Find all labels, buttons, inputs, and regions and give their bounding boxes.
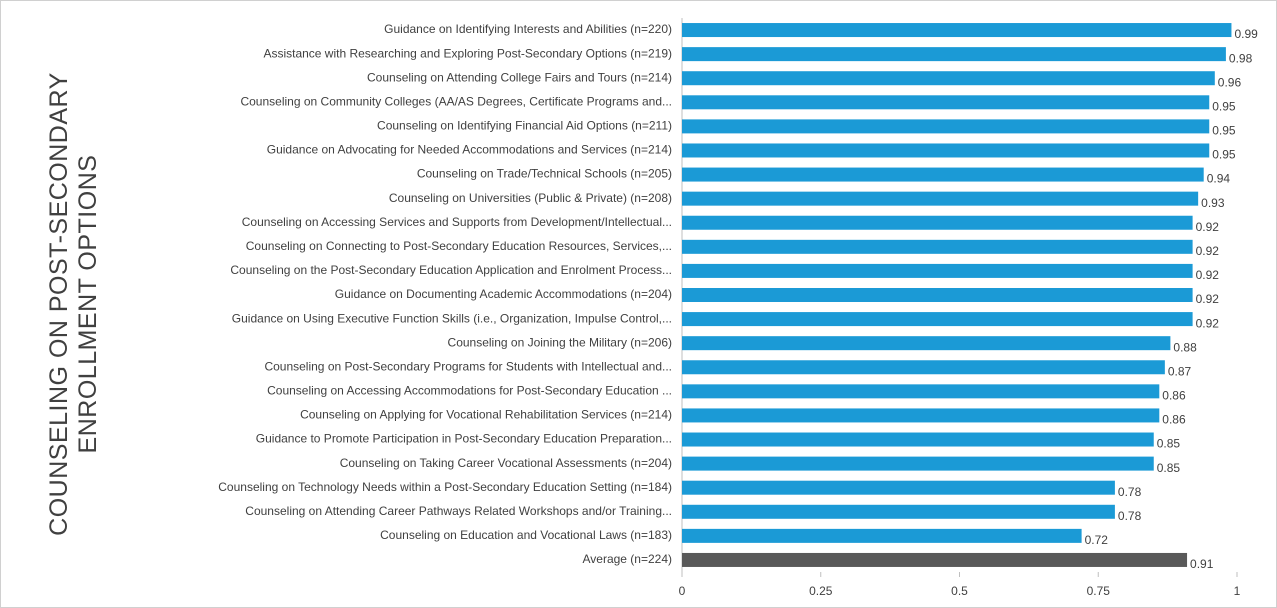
data-label: 0.99 — [1234, 27, 1258, 41]
y-tick-label: Guidance on Using Executive Function Ski… — [232, 311, 672, 325]
y-tick-label: Average (n=224) — [582, 552, 672, 566]
bar — [682, 95, 1210, 110]
data-label: 0.85 — [1157, 437, 1181, 451]
data-label: 0.85 — [1157, 461, 1181, 475]
y-tick-label: Counseling on Community Colleges (AA/AS … — [240, 94, 672, 108]
bar — [682, 263, 1193, 278]
y-tick-label: Assistance with Researching and Explorin… — [263, 46, 672, 60]
y-tick-label: Counseling on Accessing Accommodations f… — [267, 384, 672, 398]
bar — [682, 432, 1154, 447]
data-label: 0.88 — [1173, 340, 1197, 354]
y-tick-label: Counseling on Attending Career Pathways … — [245, 504, 672, 518]
bar — [682, 552, 1188, 567]
y-tick-label: Counseling on the Post-Secondary Educati… — [230, 263, 672, 277]
data-label: 0.86 — [1162, 413, 1186, 427]
y-tick-label: Counseling on Accessing Services and Sup… — [242, 215, 672, 229]
bar — [682, 336, 1171, 351]
y-tick-label: Counseling on Attending College Fairs an… — [367, 70, 672, 84]
bar — [682, 215, 1193, 230]
bar — [682, 408, 1160, 423]
y-tick-label: Guidance on Documenting Academic Accommo… — [335, 287, 672, 301]
y-tick-label: Counseling on Joining the Military (n=20… — [448, 335, 672, 349]
bar — [682, 47, 1226, 62]
y-tick-label: Counseling on Taking Career Vocational A… — [340, 456, 672, 470]
y-tick-label: Counseling on Identifying Financial Aid … — [377, 119, 672, 133]
bar — [682, 143, 1210, 158]
bar — [682, 191, 1199, 206]
y-tick-label: Guidance on Advocating for Needed Accomm… — [267, 143, 672, 157]
y-tick-label: Counseling on Technology Needs within a … — [218, 480, 672, 494]
y-tick-label: Guidance to Promote Participation in Pos… — [256, 432, 672, 446]
y-tick-label: Counseling on Education and Vocational L… — [380, 528, 672, 542]
data-label: 0.96 — [1218, 75, 1242, 89]
data-label: 0.86 — [1162, 389, 1186, 403]
data-label: 0.91 — [1190, 557, 1214, 571]
data-label: 0.72 — [1085, 533, 1109, 547]
y-tick-label: Counseling on Universities (Public & Pri… — [389, 191, 672, 205]
y-tick-label: Counseling on Trade/Technical Schools (n… — [417, 167, 672, 181]
data-label: 0.92 — [1196, 244, 1220, 258]
bar — [682, 167, 1204, 182]
x-tick-label: 0.5 — [951, 584, 968, 598]
bar — [682, 528, 1082, 543]
y-tick-label: Counseling on Applying for Vocational Re… — [300, 408, 672, 422]
data-label: 0.93 — [1201, 196, 1225, 210]
x-tick-label: 1 — [1234, 584, 1241, 598]
bar — [682, 288, 1193, 302]
data-label: 0.95 — [1212, 148, 1236, 162]
bar — [682, 119, 1210, 134]
bar — [682, 312, 1193, 327]
y-tick-label: Guidance on Identifying Interests and Ab… — [384, 22, 672, 36]
data-label: 0.95 — [1212, 99, 1236, 113]
bar — [682, 360, 1165, 375]
data-label: 0.98 — [1229, 51, 1253, 65]
data-label: 0.92 — [1196, 268, 1220, 282]
bar — [682, 384, 1160, 399]
bar — [682, 456, 1154, 471]
data-label: 0.87 — [1168, 364, 1192, 378]
y-tick-label: Counseling on Post-Secondary Programs fo… — [264, 359, 672, 373]
data-label: 0.78 — [1118, 485, 1142, 499]
bar — [682, 23, 1232, 38]
x-tick-label: 0.75 — [1087, 584, 1111, 598]
data-label: 0.92 — [1196, 316, 1220, 330]
x-tick-label: 0 — [679, 584, 686, 598]
bar — [682, 504, 1115, 519]
bar — [682, 480, 1115, 495]
bar — [682, 71, 1215, 86]
x-tick-label: 0.25 — [809, 584, 833, 598]
data-label: 0.95 — [1212, 124, 1236, 138]
bar — [682, 239, 1193, 254]
data-label: 0.94 — [1207, 172, 1231, 186]
data-label: 0.78 — [1118, 509, 1142, 523]
data-label: 0.92 — [1196, 220, 1220, 234]
y-tick-label: Counseling on Connecting to Post-Seconda… — [246, 239, 672, 253]
data-label: 0.92 — [1196, 292, 1220, 306]
